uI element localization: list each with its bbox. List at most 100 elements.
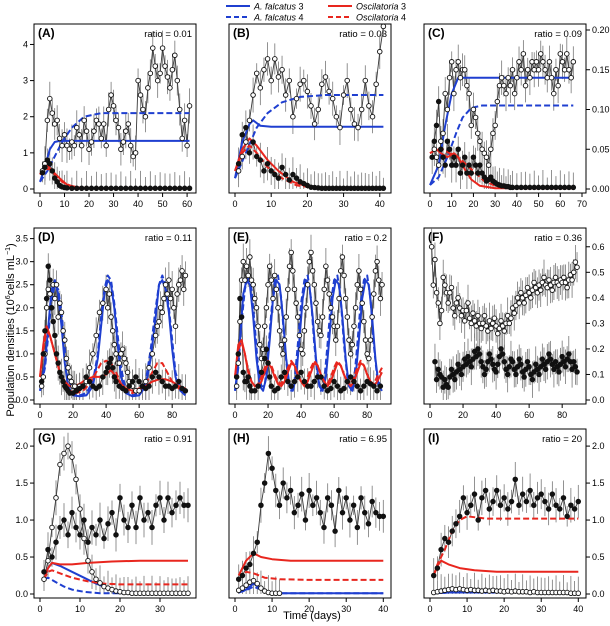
observed-point-filled xyxy=(482,487,489,494)
observed-point-open xyxy=(361,318,367,325)
x-tick-label: 20 xyxy=(302,199,312,209)
observed-point-open xyxy=(237,318,243,325)
observed-point-filled xyxy=(78,185,85,192)
observed-point-filled xyxy=(53,351,60,357)
observed-point-filled xyxy=(321,524,327,531)
observed-point-open xyxy=(127,142,134,149)
observed-point-filled xyxy=(181,185,188,192)
observed-point-open xyxy=(329,314,336,320)
observed-point-open xyxy=(483,154,490,160)
observed-point-filled xyxy=(42,164,48,171)
panel: 0 10 20 30 40 (H) ratio = 6.95 xyxy=(228,428,392,614)
observed-point-filled xyxy=(575,498,582,505)
observed-point-filled xyxy=(77,532,83,538)
observed-point-filled xyxy=(247,561,253,568)
observed-point-open xyxy=(51,121,58,127)
observed-point-open xyxy=(324,277,331,283)
observed-point-open xyxy=(242,277,248,283)
y-tick-label: 0.5 xyxy=(15,552,28,562)
observed-point-open xyxy=(508,315,514,322)
observed-point-open xyxy=(501,82,507,89)
observed-point-open xyxy=(458,312,465,319)
observed-point-filled xyxy=(74,185,80,192)
y-axis-label-sup: 6 xyxy=(5,295,12,299)
observed-point-open xyxy=(503,90,509,97)
y-tick-label: 0.5 xyxy=(592,552,605,562)
observed-point-open xyxy=(329,95,336,102)
observed-point-open xyxy=(171,305,177,311)
model-curve xyxy=(237,570,384,581)
observed-point-open xyxy=(461,318,468,324)
observed-point-open xyxy=(71,142,78,149)
observed-point-open xyxy=(431,146,438,152)
observed-point-filled xyxy=(318,374,324,380)
observed-point-filled xyxy=(559,353,565,360)
observed-point-open xyxy=(344,314,351,320)
observed-point-filled xyxy=(257,157,264,163)
observed-point-filled xyxy=(288,383,294,389)
model-curve xyxy=(43,569,188,586)
observed-point-open xyxy=(264,56,271,62)
model-curve xyxy=(432,515,579,576)
observed-point-filled xyxy=(546,351,552,357)
observed-point-open xyxy=(106,291,113,297)
observed-point-filled xyxy=(146,383,152,389)
observed-point-open xyxy=(379,281,385,288)
legend-label-species: A. falcatus xyxy=(253,2,299,12)
observed-point-filled xyxy=(89,524,95,531)
observed-point-open xyxy=(279,66,285,73)
observed-point-open xyxy=(528,295,534,301)
observed-point-open xyxy=(377,48,383,55)
observed-point-open xyxy=(511,90,518,97)
observed-point-open xyxy=(89,569,95,575)
panel-ratio: ratio = 0.01 xyxy=(144,29,192,40)
observed-point-open xyxy=(62,337,68,343)
x-tick-label: 40 xyxy=(133,199,143,209)
observed-point-open xyxy=(285,286,291,293)
observed-point-open xyxy=(314,318,321,325)
observed-point-open xyxy=(258,585,264,591)
observed-point-open xyxy=(455,59,461,65)
observed-point-filled xyxy=(295,374,301,380)
observed-point-filled xyxy=(468,502,474,509)
observed-point-filled xyxy=(493,369,499,375)
observed-point-filled xyxy=(47,277,53,283)
observed-point-filled xyxy=(516,502,522,509)
x-tick-label: 60 xyxy=(329,410,339,420)
observed-point-filled xyxy=(306,487,312,494)
panel: 0 10 20 30 40 50 60 0 1 2 3 4 (A) ratio = 0.01 xyxy=(23,23,197,209)
y-tick-label: 1.0 xyxy=(15,515,28,525)
observed-point-open xyxy=(111,341,118,348)
observed-point-open xyxy=(464,82,470,89)
observed-point-open xyxy=(369,113,376,120)
observed-point-filled xyxy=(118,185,124,192)
observed-point-open xyxy=(52,295,58,302)
observed-point-filled xyxy=(574,369,580,375)
panel-frame xyxy=(33,428,197,599)
observed-point-open xyxy=(103,142,109,149)
observed-point-filled xyxy=(132,185,139,192)
x-tick-label: 40 xyxy=(512,199,522,209)
panel-letter: (F) xyxy=(428,230,443,244)
observed-point-open xyxy=(319,314,326,320)
y-tick-label: 1.5 xyxy=(15,326,28,336)
observed-point-open xyxy=(485,162,492,168)
x-tick-label: 80 xyxy=(557,410,567,420)
y-axis-label-close: ) xyxy=(5,243,17,247)
observed-point-open xyxy=(164,291,170,297)
observed-point-open xyxy=(448,59,455,65)
observed-point-filled xyxy=(60,378,66,385)
observed-point-open xyxy=(108,314,114,320)
observed-point-open xyxy=(369,314,375,320)
observed-point-filled xyxy=(64,185,70,191)
observed-point-open xyxy=(572,259,579,265)
observed-point-open xyxy=(304,88,311,95)
observed-point-filled xyxy=(442,535,448,542)
observed-point-filled xyxy=(351,378,357,385)
observed-point-open xyxy=(252,295,258,302)
observed-point-filled xyxy=(284,495,290,501)
y-axis-label-sup2: −1 xyxy=(5,247,12,255)
observed-point-open xyxy=(518,66,524,73)
y-tick-label: 0.0 xyxy=(592,589,605,599)
